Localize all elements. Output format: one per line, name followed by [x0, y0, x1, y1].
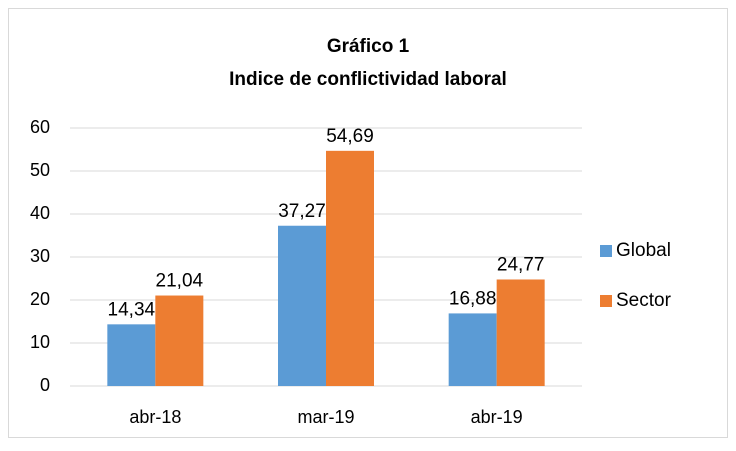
bar — [496, 279, 545, 386]
legend-label: Global — [616, 240, 671, 261]
y-tick-label: 60 — [30, 117, 50, 137]
x-tick-label: abr-18 — [129, 407, 181, 427]
chart-title: Gráfico 1 — [327, 36, 410, 57]
data-label: 54,69 — [326, 126, 374, 147]
data-label: 14,34 — [108, 299, 156, 320]
legend-swatch — [600, 245, 612, 257]
bar — [278, 225, 326, 386]
y-tick-label: 50 — [30, 160, 50, 180]
y-tick-label: 30 — [30, 246, 50, 266]
data-label: 37,27 — [278, 201, 326, 222]
data-label: 24,77 — [497, 255, 545, 276]
y-tick-label: 0 — [40, 375, 50, 395]
y-tick-label: 20 — [30, 289, 50, 309]
legend-swatch — [600, 295, 612, 307]
chart-subtitle: Indice de conflictividad laboral — [229, 69, 507, 90]
x-tick-label: mar-19 — [297, 407, 354, 427]
bar — [155, 295, 204, 386]
bar — [107, 324, 156, 386]
x-tick-label: abr-19 — [471, 407, 523, 427]
legend-label: Sector — [616, 290, 672, 311]
data-label: 21,04 — [156, 271, 204, 292]
y-tick-label: 10 — [30, 332, 50, 352]
bar — [326, 150, 374, 386]
data-label: 16,88 — [449, 288, 497, 309]
bar — [448, 313, 497, 386]
y-tick-label: 40 — [30, 203, 50, 223]
